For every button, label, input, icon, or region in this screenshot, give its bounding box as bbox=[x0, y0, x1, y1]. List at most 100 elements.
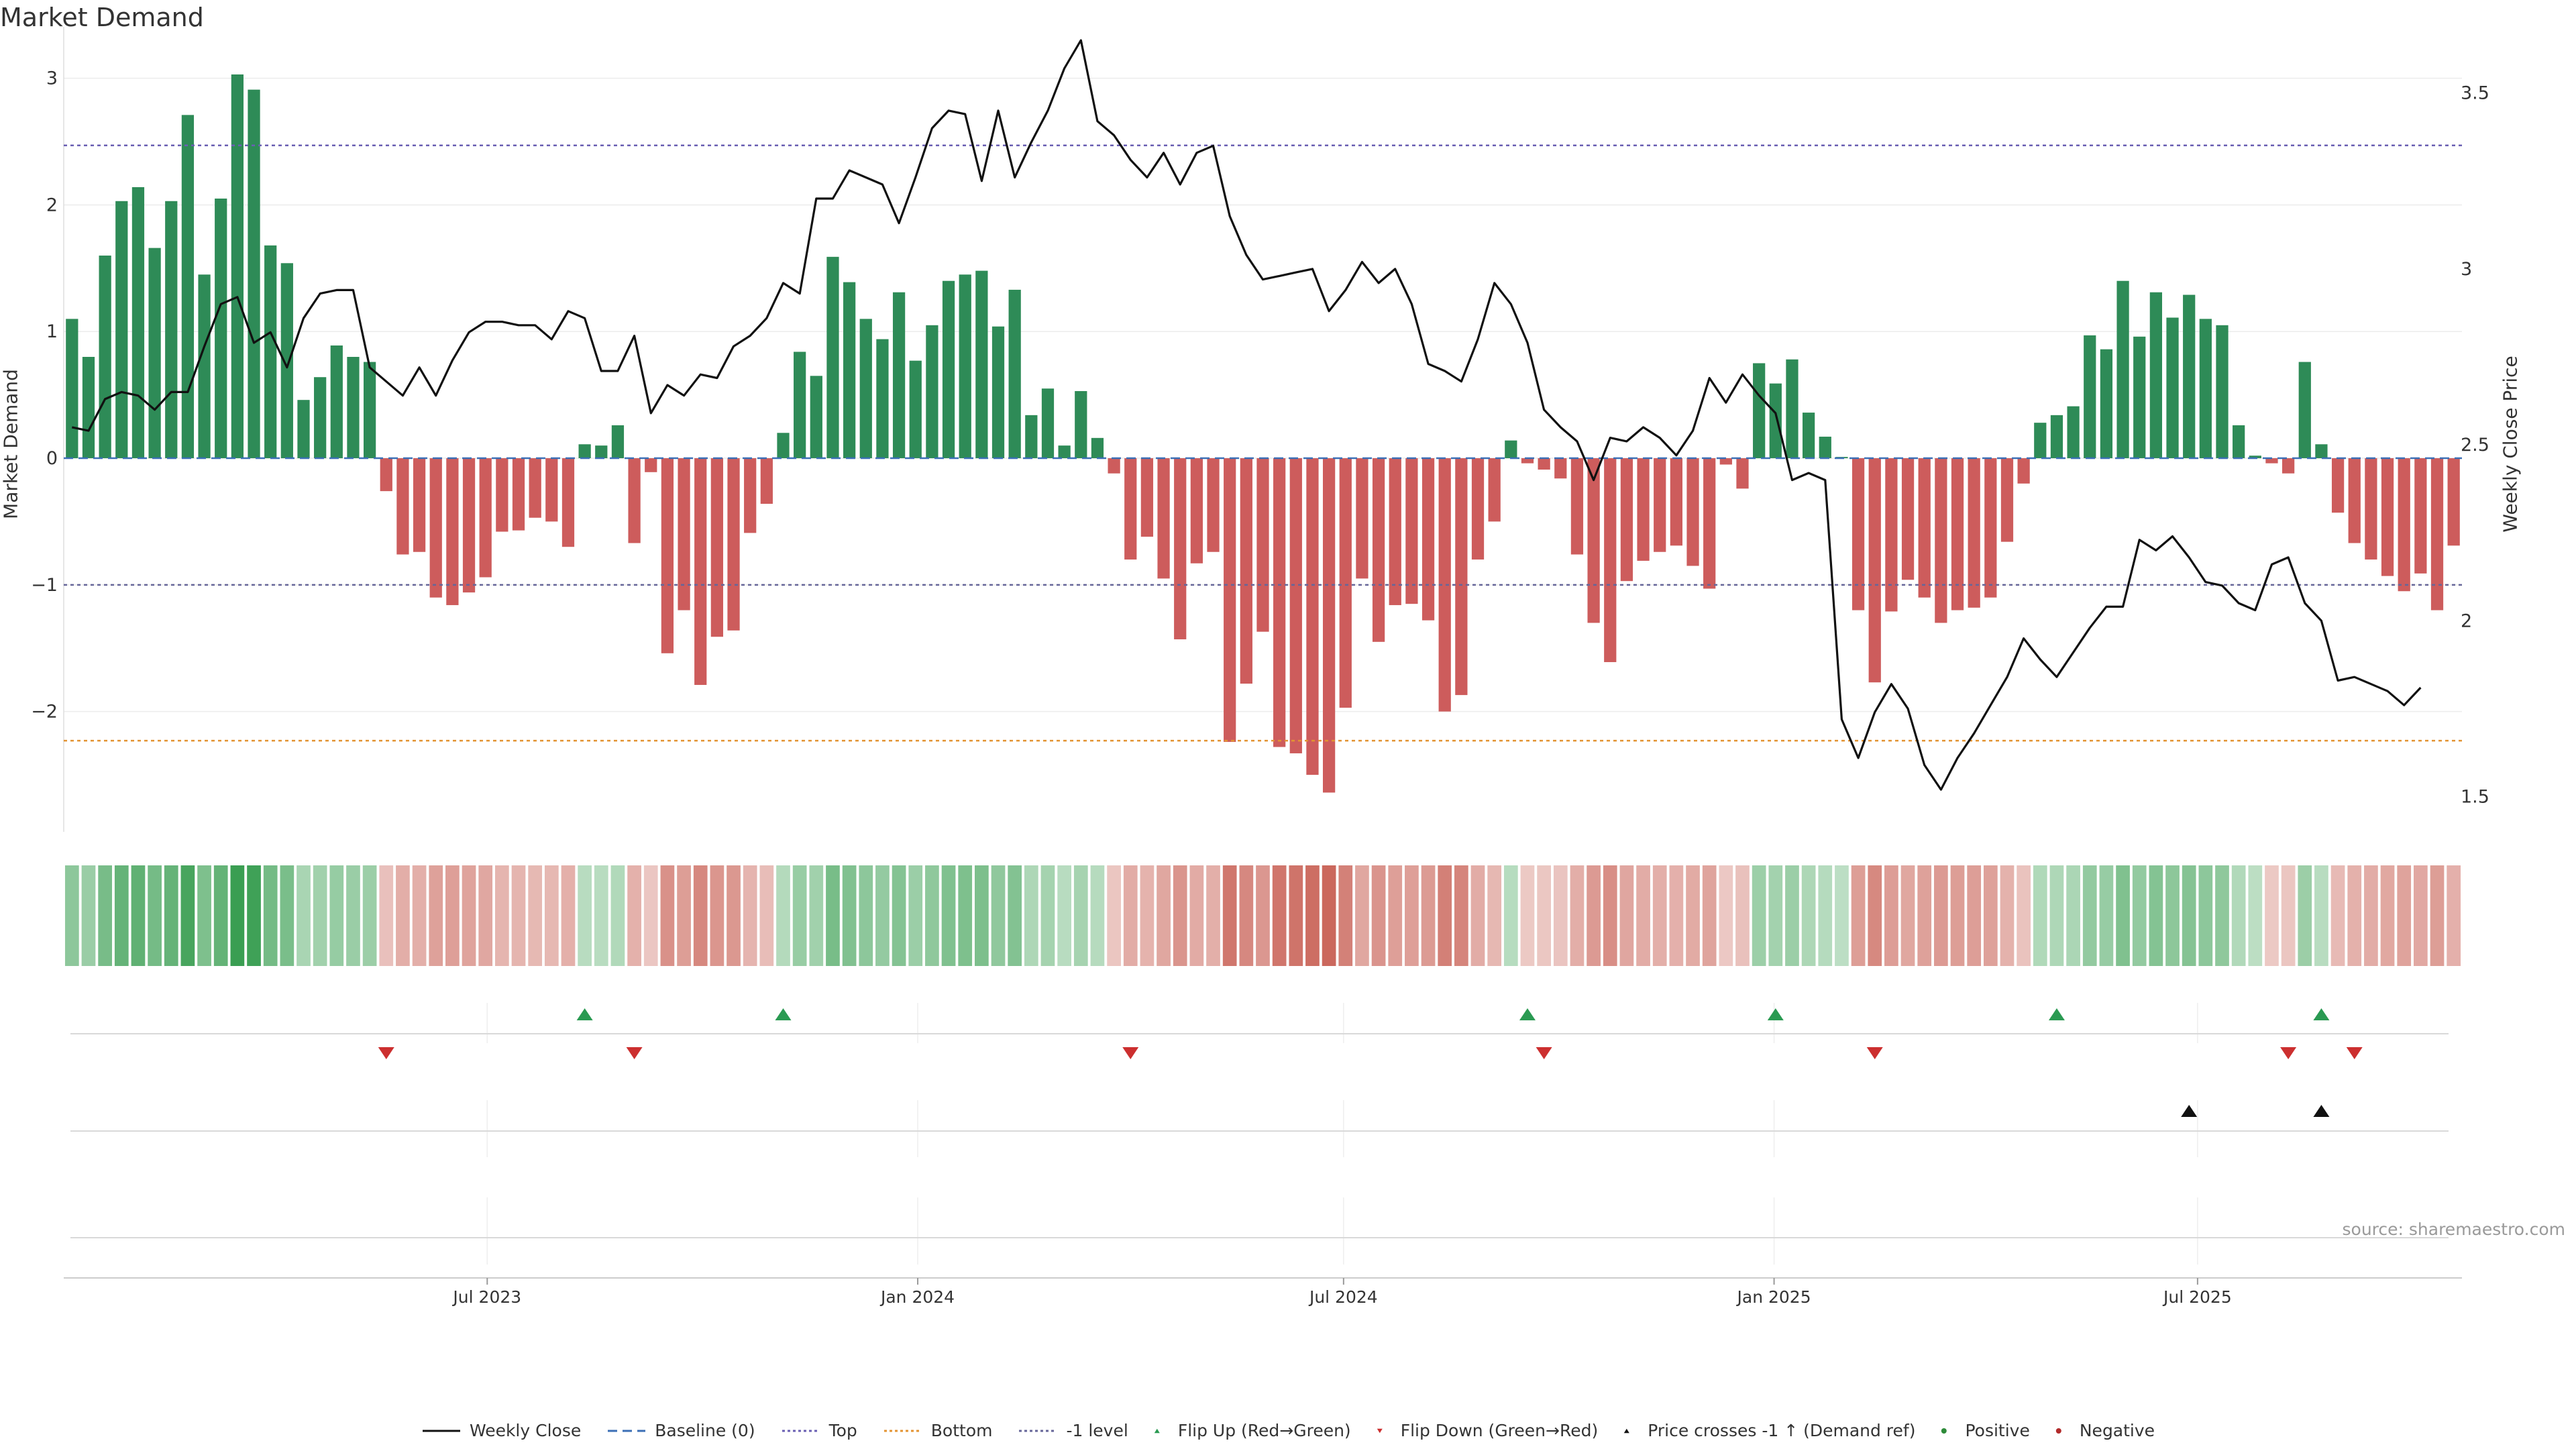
heat-cell bbox=[1008, 865, 1022, 966]
flip-down-marker bbox=[378, 1047, 394, 1059]
bar-negative bbox=[2331, 458, 2345, 513]
heat-cell bbox=[131, 865, 146, 966]
heat-cell bbox=[1652, 865, 1667, 966]
heat-cell bbox=[1157, 865, 1171, 966]
bar-negative bbox=[1157, 458, 1170, 579]
heat-cell bbox=[180, 865, 195, 966]
heat-cell bbox=[1438, 865, 1452, 966]
bar-negative bbox=[1604, 458, 1617, 663]
bar-negative bbox=[2365, 458, 2377, 560]
bar-positive bbox=[876, 339, 889, 459]
bar-negative bbox=[2017, 458, 2030, 484]
bar-negative bbox=[2282, 458, 2295, 474]
y-tick-label-right: 2 bbox=[2461, 610, 2472, 631]
legend-label: Bottom bbox=[930, 1421, 993, 1440]
heat-cell bbox=[280, 865, 294, 966]
heat-cell bbox=[2198, 865, 2213, 966]
bar-positive bbox=[231, 74, 244, 459]
y-tick-label-left: −1 bbox=[31, 575, 58, 596]
heat-cell bbox=[346, 865, 360, 966]
bar-positive bbox=[248, 89, 260, 459]
y-tick-label-left: 2 bbox=[46, 195, 58, 215]
bar-positive bbox=[1008, 289, 1021, 459]
bar-negative bbox=[1968, 458, 1980, 608]
bar-negative bbox=[1719, 458, 1732, 465]
legend-symbol bbox=[608, 1430, 646, 1432]
bar-negative bbox=[1207, 458, 1220, 552]
bar-positive bbox=[2116, 280, 2129, 459]
bar-positive bbox=[2315, 444, 2328, 459]
heat-cell bbox=[98, 865, 112, 966]
heat-cell bbox=[2298, 865, 2312, 966]
heat-cell bbox=[1603, 865, 1617, 966]
heat-cell bbox=[677, 865, 691, 966]
bar-negative bbox=[1935, 458, 1947, 623]
y-tick-label-left: −2 bbox=[31, 702, 58, 722]
heat-cell bbox=[164, 865, 178, 966]
legend-label: -1 level bbox=[1066, 1421, 1128, 1440]
bar-negative bbox=[1868, 458, 1881, 683]
legend-symbol bbox=[883, 1430, 922, 1432]
heat-cell bbox=[1785, 865, 1799, 966]
bar-negative bbox=[694, 458, 707, 685]
heat-cell bbox=[528, 865, 543, 966]
legend-item: Baseline (0) bbox=[606, 1421, 755, 1440]
heat-cell bbox=[2082, 865, 2097, 966]
bar-negative bbox=[645, 458, 657, 472]
heat-cell bbox=[1768, 865, 1783, 966]
y-tick-label-right: 1.5 bbox=[2461, 787, 2489, 808]
legend-item: Positive bbox=[1941, 1421, 2030, 1440]
bar-negative bbox=[1570, 458, 1584, 555]
bar-positive bbox=[909, 360, 922, 459]
bar-positive bbox=[1091, 437, 1104, 459]
heat-cell bbox=[297, 865, 311, 966]
legend-label: Positive bbox=[1965, 1421, 2030, 1440]
bar-positive bbox=[2249, 455, 2261, 459]
heat-cell bbox=[875, 865, 890, 966]
heat-cell bbox=[826, 865, 840, 966]
bar-positive bbox=[1819, 436, 1831, 459]
heat-cell bbox=[1487, 865, 1502, 966]
bar-negative bbox=[2381, 458, 2394, 576]
legend-symbol bbox=[1624, 1428, 1630, 1433]
heat-cell bbox=[1173, 865, 1187, 966]
legend-symbol bbox=[1377, 1428, 1383, 1433]
heat-cell bbox=[578, 865, 592, 966]
bar-positive bbox=[2133, 336, 2146, 459]
legend-label: Top bbox=[828, 1421, 857, 1440]
bar-positive bbox=[578, 444, 591, 459]
bar-negative bbox=[1455, 458, 1468, 696]
bar-positive bbox=[297, 400, 310, 459]
heat-cell bbox=[1222, 865, 1237, 966]
heat-cell bbox=[1801, 865, 1816, 966]
bar-negative bbox=[496, 458, 508, 532]
bar-positive bbox=[2233, 425, 2245, 459]
legend-label: Flip Up (Red→Green) bbox=[1177, 1421, 1351, 1440]
heat-cell bbox=[2330, 865, 2345, 966]
bar-negative bbox=[1438, 458, 1451, 712]
bar-negative bbox=[1703, 458, 1716, 589]
heat-cell bbox=[1107, 865, 1121, 966]
bar-negative bbox=[2398, 458, 2410, 592]
bar-negative bbox=[1372, 458, 1385, 642]
bar-positive bbox=[843, 282, 856, 459]
bar-positive bbox=[2034, 423, 2047, 459]
bar-negative bbox=[2348, 458, 2361, 543]
flip-up-marker bbox=[775, 1008, 792, 1020]
heat-cell bbox=[1520, 865, 1535, 966]
heat-cell bbox=[2248, 865, 2263, 966]
bar-negative bbox=[1587, 458, 1600, 623]
bar-negative bbox=[2430, 458, 2444, 610]
bar-negative bbox=[1686, 458, 1699, 566]
legend-label: Negative bbox=[2079, 1421, 2155, 1440]
bar-positive bbox=[1753, 363, 1766, 459]
bar-negative bbox=[1289, 458, 1302, 753]
price-cross-marker bbox=[2181, 1105, 2198, 1117]
legend-label: Flip Down (Green→Red) bbox=[1400, 1421, 1599, 1440]
legend-symbol bbox=[2055, 1428, 2061, 1434]
bar-negative bbox=[1670, 458, 1683, 546]
heat-cell bbox=[2380, 865, 2395, 966]
heat-cell bbox=[1619, 865, 1634, 966]
heat-cell bbox=[1470, 865, 1485, 966]
